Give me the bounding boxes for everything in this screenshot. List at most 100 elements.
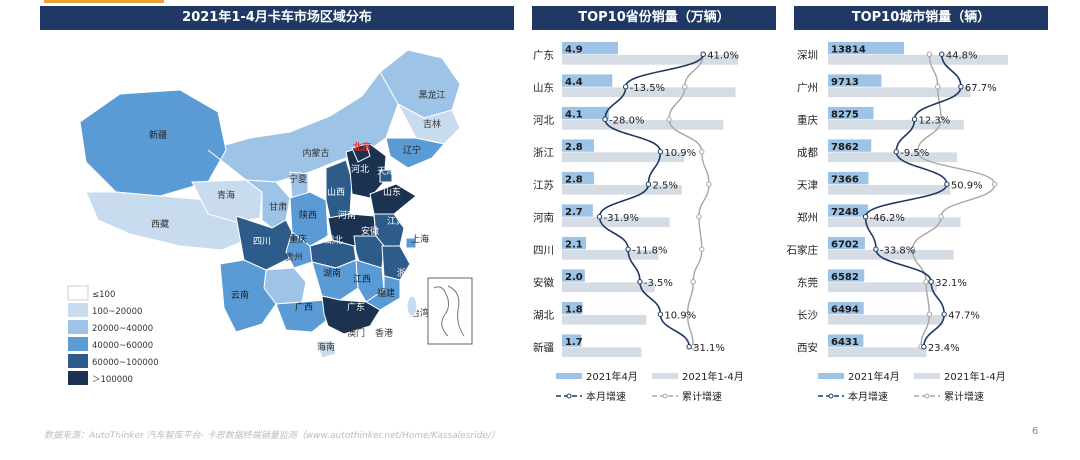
legend-label: 累计增速 [944,390,984,402]
bar-value-label: 4.1 [565,109,583,120]
monthly-growth-point [928,279,934,285]
map-legend-label: ＞100000 [92,375,133,385]
ytd-bar [562,282,655,293]
top-accent-bar [44,0,164,3]
map-region-label: 云南 [231,289,249,301]
month-bar [562,171,594,185]
legend-marker [924,393,930,399]
map-region [285,231,313,269]
monthly-growth-line [598,53,704,347]
cumulative-growth-point [938,214,944,220]
monthly-growth-point [637,279,643,285]
monthly-growth-point [862,214,869,220]
map-region-label: 山西 [327,187,345,198]
inset-outline [433,286,450,337]
ytd-bar [828,54,1008,65]
map-region-label: 贵州 [285,251,303,263]
bar-value-label: 6494 [831,304,859,315]
city-chart-title: TOP10城市销量（辆） [794,6,1048,30]
map-region-label: 湖南 [323,267,341,279]
category-label: 江苏 [533,178,554,191]
ytd-bar [828,347,927,358]
ytd-bar [562,87,736,98]
monthly-growth-point [944,181,950,187]
map-region [351,143,371,163]
ytd-bar [562,152,685,163]
growth-label: 31.1% [693,343,725,354]
map-region [79,89,227,197]
bar-value-label: 1.7 [565,337,583,348]
ytd-bar [562,54,738,65]
bar-value-label: 4.4 [565,77,583,88]
growth-label: -31.9% [604,213,639,224]
monthly-growth-point [941,311,947,317]
map-region-label: 西藏 [151,218,169,230]
map-region-label: 甘肃 [269,201,287,213]
growth-label: -33.8% [880,245,915,256]
monthly-growth-point [921,344,927,350]
legend-label: 累计增速 [682,390,722,402]
growth-label: 2.5% [652,180,677,191]
monthly-growth-point [686,344,692,350]
map-legend-swatch [68,303,88,317]
growth-label: 44.8% [946,50,978,61]
bar-value-label: 6702 [831,239,859,250]
map-region [385,137,445,169]
ytd-bar [828,119,964,130]
ytd-bar [562,347,642,358]
monthly-growth-point [893,149,899,155]
ytd-bar [828,87,971,98]
growth-label: -46.2% [870,213,905,224]
ytd-bar [562,184,682,195]
legend-swatch-ytd [914,373,940,379]
legend-marker [662,393,668,399]
ytd-bar [828,184,951,195]
legend-marker [828,393,834,399]
category-label: 长沙 [797,309,818,321]
legend-swatch-month [556,373,582,379]
map-region-label: 四川 [253,237,271,247]
growth-label: 41.0% [707,50,739,61]
bar-value-label: 6431 [831,337,859,348]
month-bar [562,334,582,347]
legend-label: 2021年4月 [586,370,638,383]
map-region-label: 青海 [217,189,235,201]
month-bar [828,171,869,185]
map-region-label: 福建 [377,287,395,299]
month-bar [562,41,618,55]
growth-label: 50.9% [951,180,983,191]
category-label: 河北 [533,114,554,126]
map-region-label: 河南 [338,209,356,221]
map-region-label: 江苏 [387,215,405,227]
map-region-label: 河北 [351,163,369,175]
month-bar [828,269,865,282]
cumulative-growth-point [666,116,672,122]
cumulative-growth-point [991,181,998,187]
category-label: 湖北 [533,309,554,321]
category-label: 成都 [797,147,818,159]
map-legend-swatch [68,371,88,385]
growth-label: -11.8% [632,245,667,256]
growth-label: 10.9% [664,310,696,321]
map-region-label: 吉林 [423,118,441,130]
month-bar [562,204,593,217]
bar-value-label: 2.8 [565,142,583,153]
legend-label: 本月增速 [848,390,888,402]
map-region-label: 广东 [347,301,365,313]
cumulative-growth-point [690,279,696,285]
monthly-growth-point [873,246,879,252]
province-chart-title: TOP10省份销量（万辆） [532,6,776,30]
category-label: 西安 [797,341,818,354]
map-region-label: 天津 [377,166,395,177]
monthly-growth-point [596,214,603,220]
growth-label: 23.4% [928,343,960,354]
map-region-label: 陕西 [299,209,317,221]
page-number: 6 [1032,426,1039,437]
monthly-growth-point [657,311,664,317]
legend-label: 本月增速 [586,390,626,402]
growth-label: 47.7% [948,310,980,321]
growth-label: -28.0% [609,115,644,126]
ytd-bar [828,249,954,260]
category-label: 重庆 [797,113,818,126]
